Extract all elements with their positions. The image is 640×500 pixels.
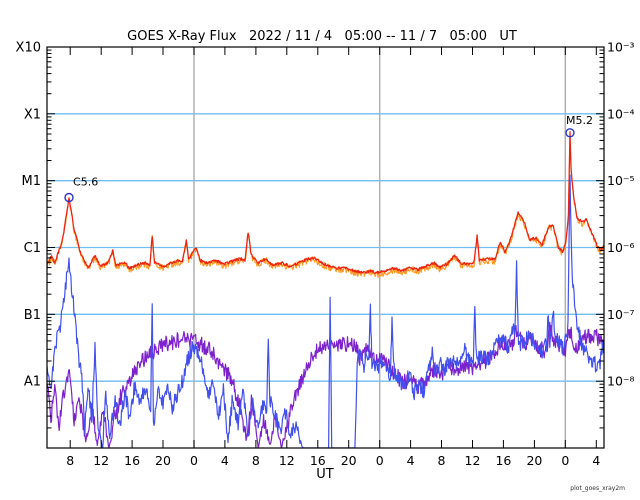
y-axis-label-right: 10⁻⁶ (607, 240, 635, 255)
x-tick-label: 12 (279, 453, 295, 468)
axis-tick-labels: 8 12 16 20 0 4 8 12 16 20 0 4 8 12 16 20 0 4 X10 X1 M1 C1 B1 A1… (16, 40, 635, 469)
y-axis-label-left: M1 (22, 174, 42, 189)
x-tick-label: 0 (376, 453, 384, 468)
plot-frame-and-ticks (46, 46, 605, 449)
x-tick-label: 12 (465, 453, 481, 468)
flare-label: M5.2 (566, 114, 593, 127)
series-curve-xray-short-05-4A-sat2 (47, 321, 604, 448)
y-gridlines (47, 113, 604, 382)
flare-annotations (64, 128, 575, 203)
x-tick-label: 8 (66, 453, 74, 468)
flare-label: C5.6 (73, 175, 98, 188)
x-tick-label: 4 (592, 453, 600, 468)
x-tick-label: 4 (407, 453, 415, 468)
y-axis-label-right: 10⁻⁸ (607, 374, 635, 389)
y-axis-label-right: 10⁻³ (607, 40, 635, 55)
watermark-text: plot_goes_xray2m (570, 485, 625, 492)
x-tick-label: 16 (124, 453, 140, 468)
flare-marker (64, 192, 74, 203)
chart-title: GOES X-Ray Flux 2022 / 11 / 4 05:00 -- 1… (127, 29, 517, 44)
y-axis-label-right: 10⁻⁷ (607, 307, 635, 322)
y-axis-label-left: A1 (24, 375, 41, 390)
y-axis-label-left: B1 (24, 308, 41, 323)
y-axis-label-left: C1 (24, 241, 41, 256)
flare-marker (565, 128, 575, 138)
y-axis-label-left: X10 (16, 41, 41, 56)
x-tick-label: 20 (155, 453, 171, 468)
x-tick-label: 8 (252, 453, 260, 468)
x-tick-label: 20 (526, 453, 542, 468)
series-curve-xray-long-1-8A-sat2 (47, 135, 604, 278)
x-tick-label: 12 (93, 453, 109, 468)
y-axis-label-right: 10⁻⁴ (607, 106, 635, 121)
y-axis-label-left: X1 (24, 107, 41, 122)
x-tick-label: 4 (221, 453, 229, 468)
x-tick-label: 20 (341, 453, 357, 468)
y-axis-label-right: 10⁻⁵ (607, 173, 635, 188)
series-curve-xray-short-05-4A-sat1 (47, 174, 604, 448)
x-tick-label: 16 (310, 453, 326, 468)
x-tick-label: 0 (561, 453, 569, 468)
series-curves (47, 131, 604, 448)
x-tick-label: 8 (438, 453, 446, 468)
x-axis-title: UT (316, 467, 334, 482)
x-tick-label: 0 (190, 453, 198, 468)
series-curve-xray-long-1-8A-sat1 (47, 131, 604, 275)
x-tick-label: 16 (495, 453, 511, 468)
